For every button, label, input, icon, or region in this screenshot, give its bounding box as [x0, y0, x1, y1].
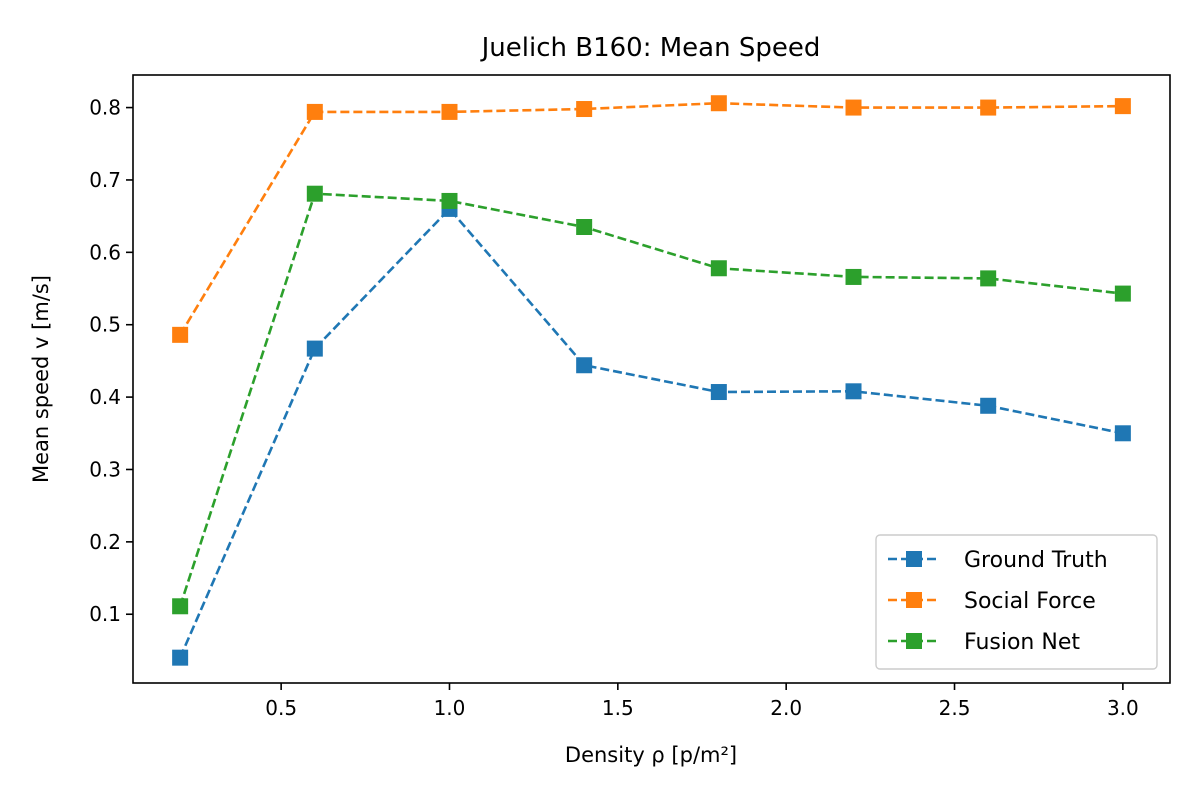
x-tick-label: 1.5 [602, 696, 634, 720]
y-tick-label: 0.1 [89, 602, 121, 626]
series-layer [172, 95, 1131, 666]
data-point-ground-truth [172, 649, 189, 666]
series-line-ground-truth [178, 206, 1124, 659]
chart-title: Juelich B160: Mean Speed [480, 33, 821, 63]
legend-marker-ground-truth [906, 551, 922, 567]
y-tick-label: 0.7 [89, 168, 121, 192]
x-tick-label: 0.5 [265, 696, 297, 720]
y-tick-label: 0.3 [89, 457, 121, 481]
y-axis-ticks: 0.1 0.2 0.3 0.4 0.5 0.6 0.7 0.8 [89, 96, 133, 626]
data-point-fusion-net [980, 270, 997, 287]
legend-label-ground-truth: Ground Truth [964, 548, 1108, 573]
legend-marker-fusion-net [906, 633, 922, 649]
y-tick-label: 0.6 [89, 240, 121, 264]
data-point-fusion-net [576, 219, 593, 235]
data-point-fusion-net [172, 598, 189, 615]
series-line-social-force [178, 101, 1123, 336]
data-point-social-force [441, 103, 458, 120]
data-point-fusion-net [710, 260, 727, 277]
legend-marker-social-force [906, 592, 922, 608]
y-tick-label: 0.4 [89, 385, 121, 409]
y-tick-label: 0.5 [89, 313, 121, 337]
data-point-social-force [306, 103, 323, 120]
x-tick-label: 2.5 [939, 696, 971, 720]
x-axis-label: Density ρ [p/m²] [565, 743, 737, 767]
y-tick-label: 0.2 [89, 530, 121, 554]
data-point-social-force [1114, 98, 1131, 115]
data-point-social-force [845, 99, 862, 116]
data-point-fusion-net [845, 268, 862, 285]
data-point-fusion-net [1114, 285, 1131, 302]
data-point-ground-truth [1114, 425, 1131, 442]
data-point-ground-truth [306, 340, 323, 357]
x-axis-ticks: 0.5 1.0 1.5 2.0 2.5 3.0 [265, 683, 1139, 720]
data-point-social-force [576, 101, 593, 118]
data-point-social-force [172, 326, 189, 343]
x-tick-label: 3.0 [1107, 696, 1139, 720]
data-point-fusion-net [306, 185, 323, 202]
data-point-fusion-net [441, 192, 458, 209]
y-axis-label: Mean speed v [m/s] [29, 275, 53, 483]
plot-frame [132, 74, 1171, 684]
legend-box [875, 534, 1158, 670]
data-point-social-force [980, 99, 997, 116]
series-line-fusion-net [178, 192, 1124, 607]
data-point-social-force [710, 95, 727, 112]
legend-label-social-force: Social Force [964, 589, 1096, 614]
data-point-ground-truth [980, 397, 997, 414]
x-tick-label: 1.0 [434, 696, 466, 720]
data-point-ground-truth [576, 357, 593, 374]
data-point-ground-truth [845, 383, 862, 400]
data-point-ground-truth [710, 384, 727, 401]
y-tick-label: 0.8 [89, 96, 121, 120]
legend: Ground Truth Social Force Fusion Net [875, 534, 1158, 670]
x-tick-label: 2.0 [770, 696, 802, 720]
legend-label-fusion-net: Fusion Net [964, 630, 1080, 655]
